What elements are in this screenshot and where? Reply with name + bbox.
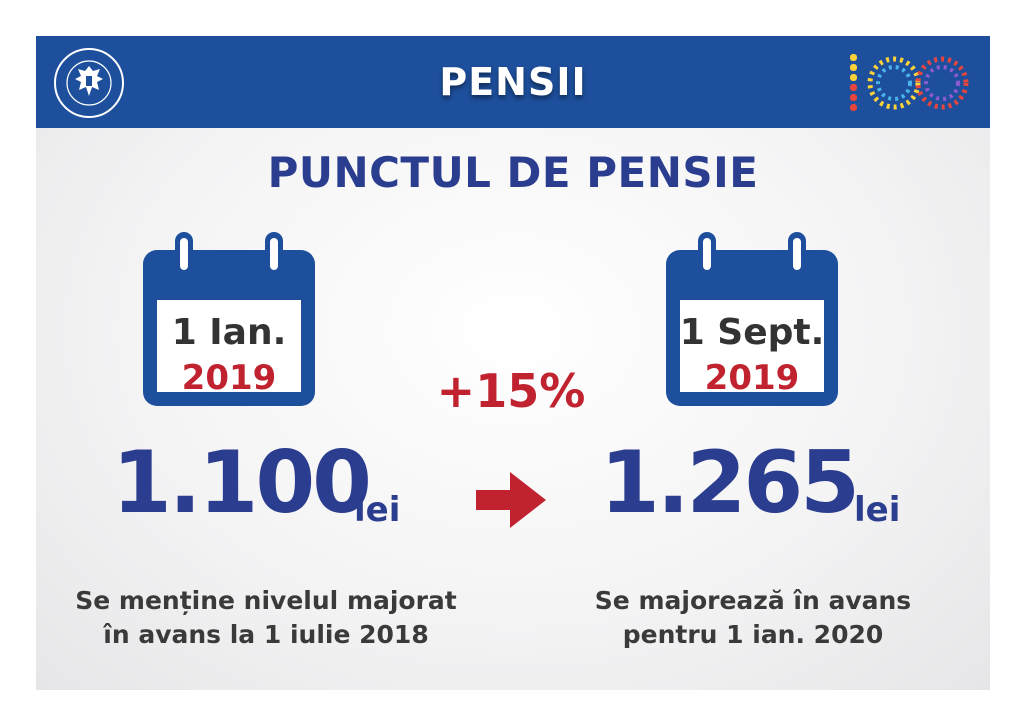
amount-right: 1.265 — [600, 433, 860, 533]
calendar-right: 1 Sept. 2019 — [662, 228, 842, 410]
centenary-logo-icon — [850, 54, 969, 111]
description-right-line2: pentru 1 ian. 2020 — [622, 620, 884, 649]
calendar-right-year: 2019 — [704, 358, 800, 398]
description-left-line2: în avans la 1 iulie 2018 — [103, 620, 429, 649]
calendar-right-day: 1 Sept. — [679, 312, 825, 353]
unit-left: lei — [354, 490, 401, 530]
unit-right: lei — [854, 490, 901, 530]
calendar-icon — [143, 232, 315, 406]
main-title: PUNCTUL DE PENSIE — [267, 148, 759, 197]
amount-left: 1.100 — [112, 433, 372, 533]
calendar-left: 1 Ian. 2019 — [139, 228, 319, 410]
calendar-icon — [666, 232, 838, 406]
header-title: PENSII — [439, 60, 587, 104]
arrow-right-icon — [476, 472, 546, 528]
calendar-left-year: 2019 — [181, 358, 277, 398]
government-seal-icon — [54, 48, 124, 118]
calendar-left-day: 1 Ian. — [171, 312, 287, 353]
increase-percent: +15% — [436, 364, 586, 418]
description-left-line1: Se menține nivelul majorat — [75, 586, 457, 615]
description-right-line1: Se majorează în avans — [594, 586, 912, 615]
description-right: Se majorează în avans pentru 1 ian. 2020 — [543, 584, 963, 652]
header-bar: PENSII — [36, 36, 990, 128]
infographic-card: PENSII PUNCTUL DE PENSIE — [36, 36, 990, 690]
description-left: Se menține nivelul majorat în avans la 1… — [56, 584, 476, 652]
